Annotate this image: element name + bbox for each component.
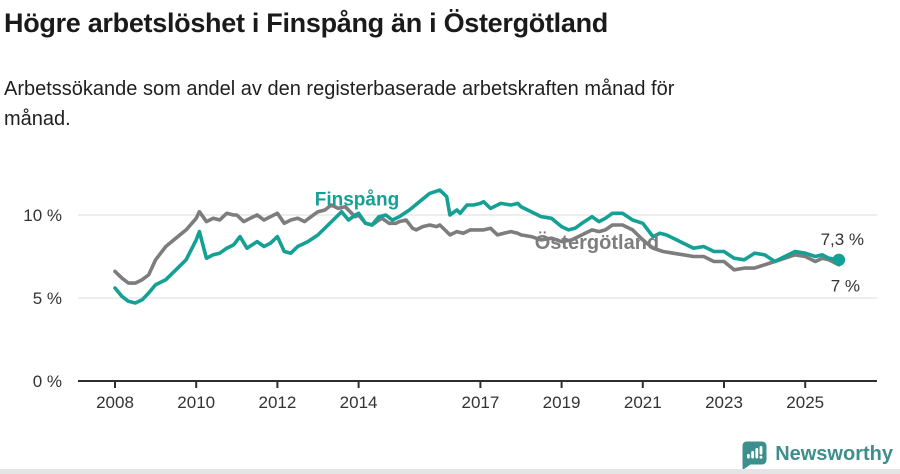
annotation-label: 7,3 % [821, 230, 864, 249]
subtitle-line: månad. [4, 108, 71, 130]
x-tick-label: 2025 [786, 393, 824, 412]
series-line-ostergotland [113, 203, 841, 285]
series-line-finspang [113, 188, 841, 305]
y-tick-label: 5 % [33, 289, 62, 308]
annotation-label: Finspång [315, 190, 399, 211]
x-tick-label: 2010 [177, 393, 215, 412]
x-tick-label: 2008 [96, 393, 134, 412]
annotation-label: Östergötland [535, 231, 659, 254]
unemployment-line-chart: 2008 2010 2012 2014 2017 2019 2021 2023 2025 0 % 5… [23, 188, 877, 412]
chart-subtitle: Arbetssökande som andel av den registerb… [4, 74, 674, 134]
y-tick-label: 0 % [33, 372, 62, 391]
newsworthy-brand-text: Newsworthy [775, 443, 893, 465]
page-title: Högre arbetslöshet i Finspång än i Öster… [4, 8, 608, 38]
series-end-dot-finspang [832, 253, 846, 267]
x-tick-label: 2014 [340, 393, 378, 412]
subtitle-line: Arbetssökande som andel av den registerb… [4, 78, 675, 100]
x-tick-label: 2017 [461, 393, 499, 412]
annotation-label: 7 % [831, 277, 860, 296]
x-tick-label: 2021 [624, 393, 662, 412]
bottom-border [0, 469, 900, 474]
x-tick-label: 2019 [543, 393, 581, 412]
newsworthy-bubble-icon [742, 441, 767, 469]
y-tick-label: 10 % [23, 206, 62, 225]
newsworthy-logo[interactable]: Newsworthy [740, 440, 893, 469]
x-tick-label: 2012 [258, 393, 296, 412]
x-tick-label: 2023 [705, 393, 743, 412]
